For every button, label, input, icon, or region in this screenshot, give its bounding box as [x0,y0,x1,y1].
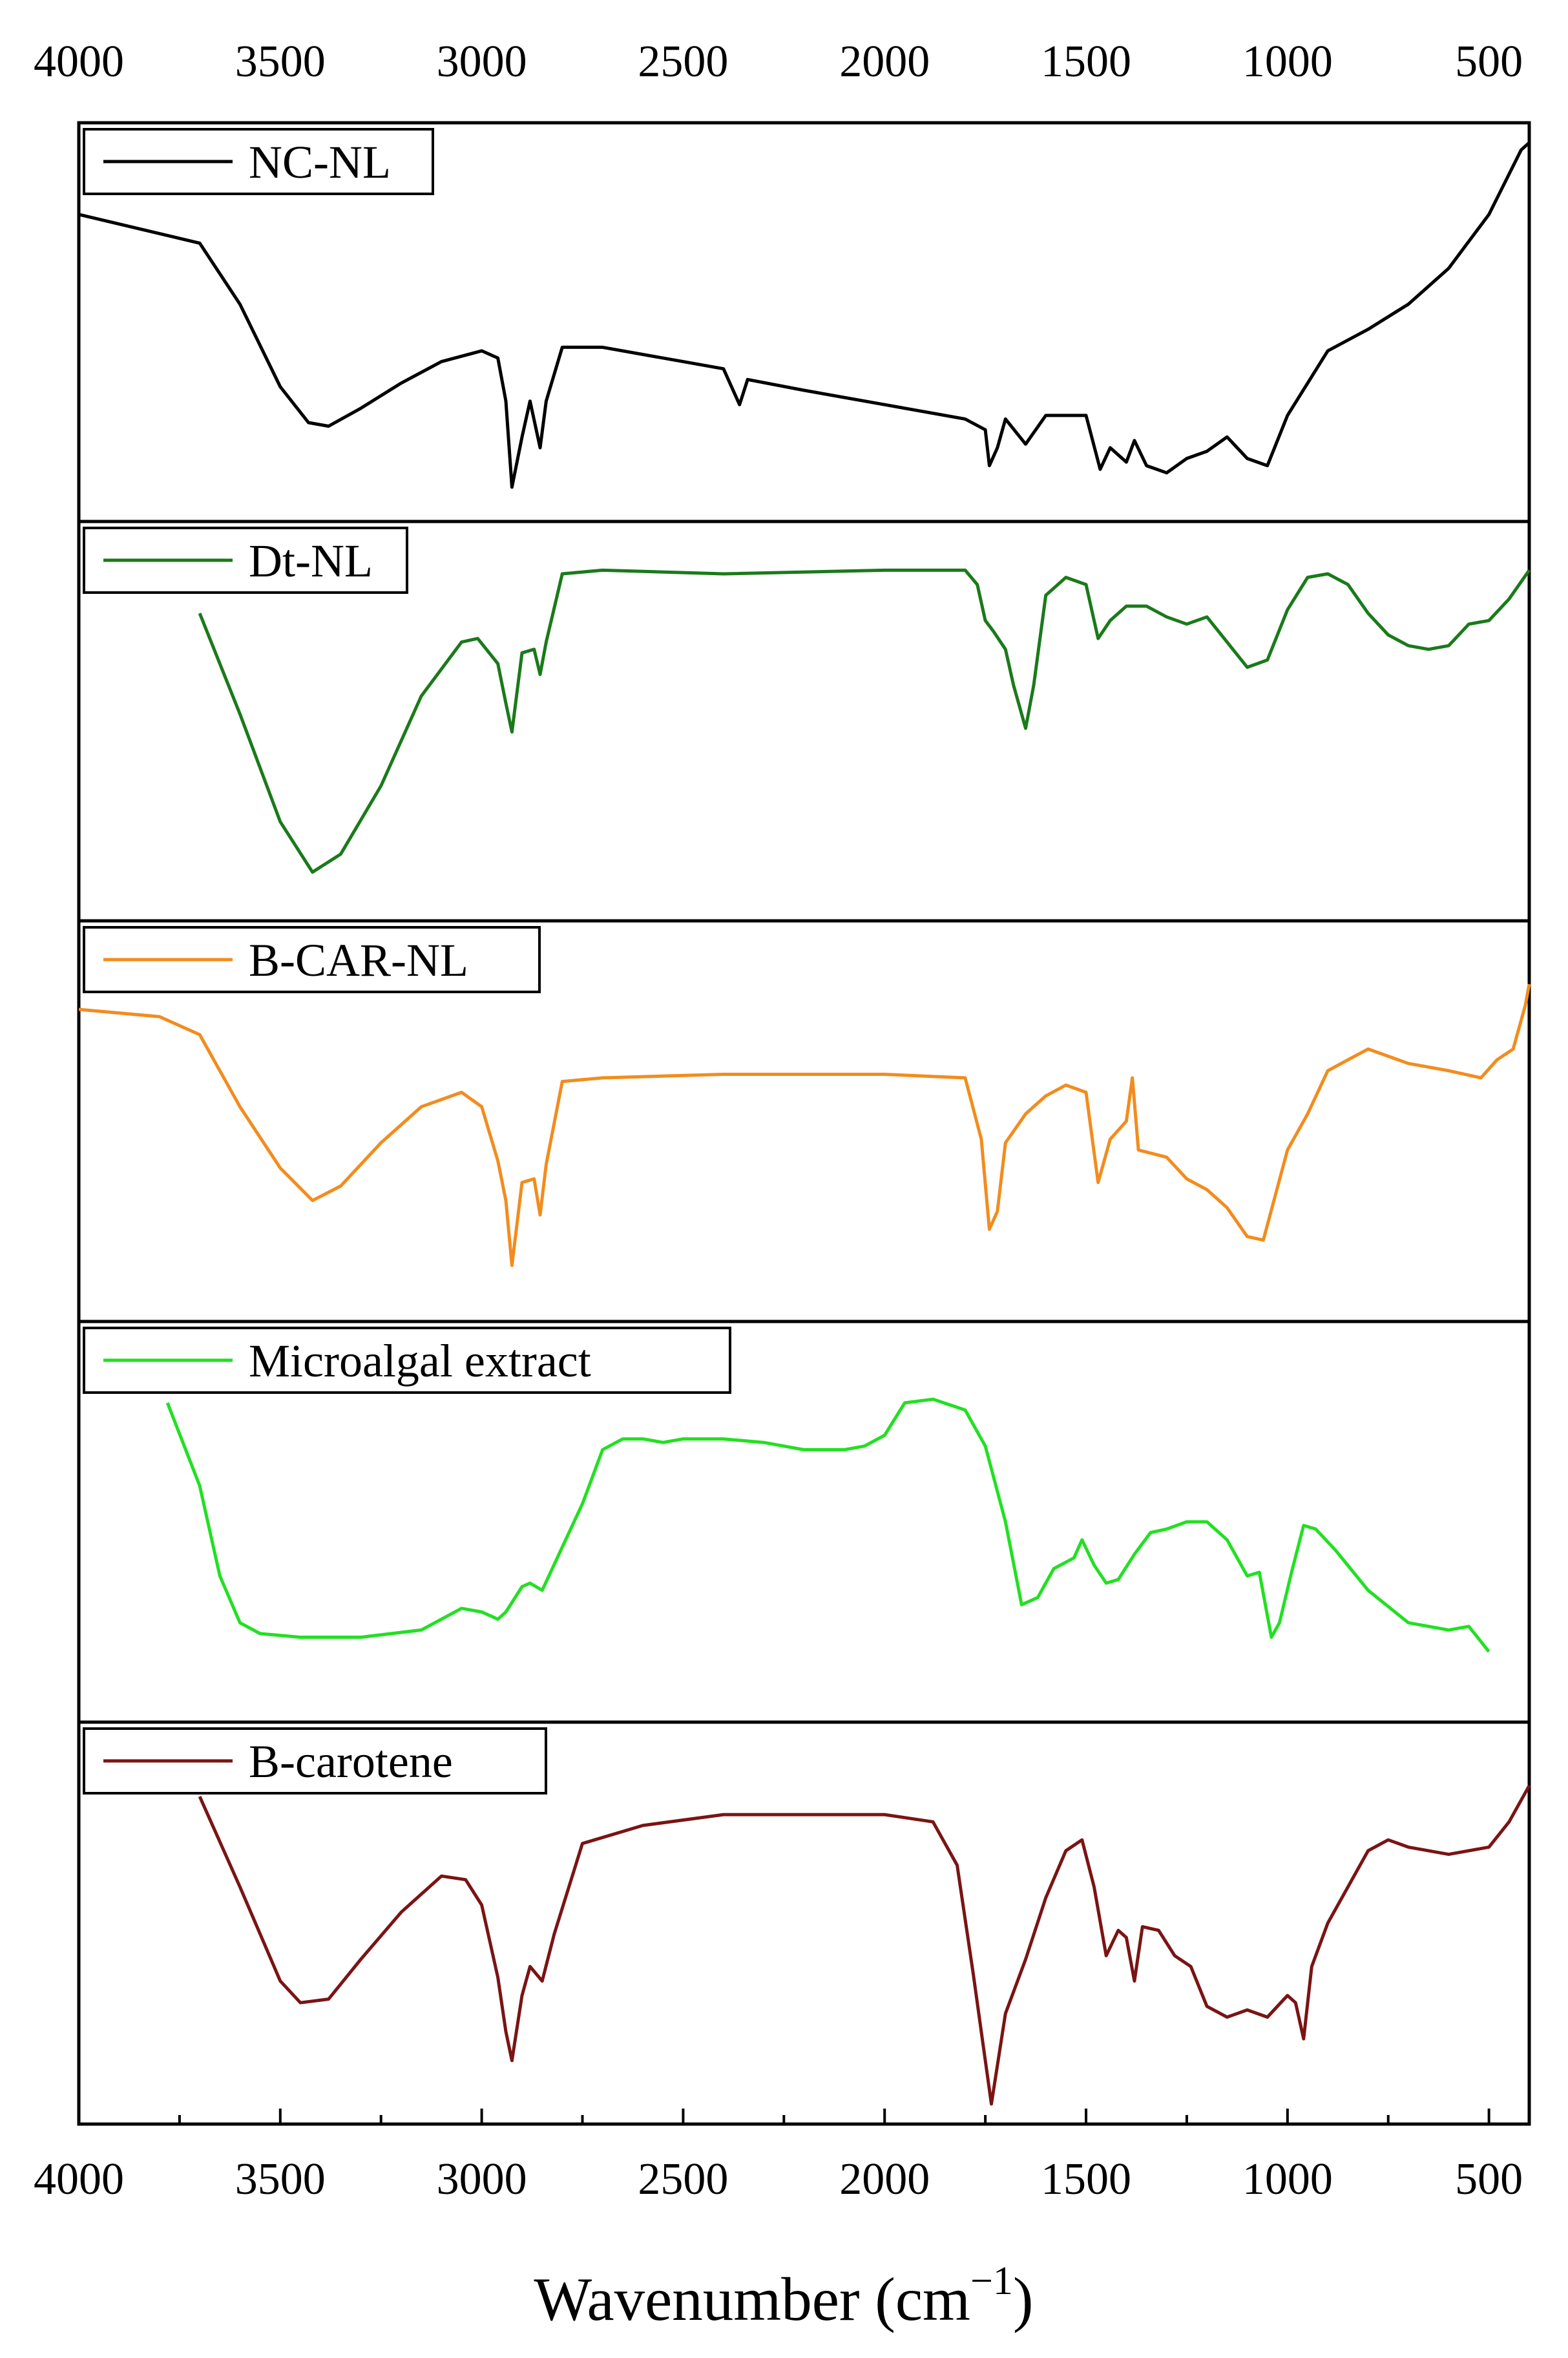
legend-1: NC-NL [83,128,434,195]
top-tick-label-4000: 4000 [34,37,124,87]
bottom-tick-label-4000: 4000 [34,2154,124,2204]
spectrum-line-4 [165,1397,1490,1653]
legend-4: Microalgal extract [83,1327,731,1394]
legend-label: NC-NL [249,136,391,188]
top-tick-label-500: 500 [1455,37,1523,87]
legend-label: B-carotene [249,1736,453,1787]
legend-5: B-carotene [83,1727,547,1795]
panel-5: B-carotene [77,1720,1531,2126]
spectrum-panels: NC-NL Dt-NL B-CAR-NL Microalgal extract B-ca… [77,121,1531,2126]
spectrum-line-5 [198,1785,1531,2106]
top-x-axis-tick-labels: 4000 3500 3000 2500 2000 1500 1000 500 [34,37,1523,87]
legend-label: Microalgal extract [249,1335,591,1387]
legend-label: Dt-NL [249,535,373,587]
bottom-tick-label-500: 500 [1455,2154,1523,2204]
top-tick-label-3000: 3000 [437,37,527,87]
panel-1: NC-NL [77,121,1531,523]
panel-4: Microalgal extract [77,1320,1531,1724]
x-axis-title: Wavenumber (cm−1) [534,2259,1033,2333]
bottom-x-axis: 4000 3500 3000 2500 2000 1500 1000 500 [34,2109,1523,2204]
panel-3: B-CAR-NL [77,919,1531,1323]
bottom-tick-label-2000: 2000 [839,2154,930,2204]
spectrum-line-2 [198,568,1531,874]
top-tick-label-2000: 2000 [839,37,930,87]
bottom-tick-label-2500: 2500 [638,2154,728,2204]
legend-3: B-CAR-NL [83,926,541,993]
top-tick-label-3500: 3500 [235,37,326,87]
top-tick-label-2500: 2500 [638,37,728,87]
bottom-tick-label-3000: 3000 [437,2154,527,2204]
legend-label: B-CAR-NL [249,934,468,986]
panel-2: Dt-NL [77,520,1531,923]
panel-frame [77,1720,1531,2126]
legend-box [83,128,434,195]
legend-box [83,527,408,594]
spectrum-line-1 [78,141,1531,489]
bottom-tick-label-1500: 1500 [1041,2154,1131,2204]
spectrum-line-3 [78,984,1531,1267]
top-tick-label-1000: 1000 [1242,37,1333,87]
top-tick-label-1500: 1500 [1041,37,1131,87]
bottom-tick-label-1000: 1000 [1242,2154,1333,2204]
legend-2: Dt-NL [83,527,408,594]
bottom-tick-label-3500: 3500 [235,2154,326,2204]
